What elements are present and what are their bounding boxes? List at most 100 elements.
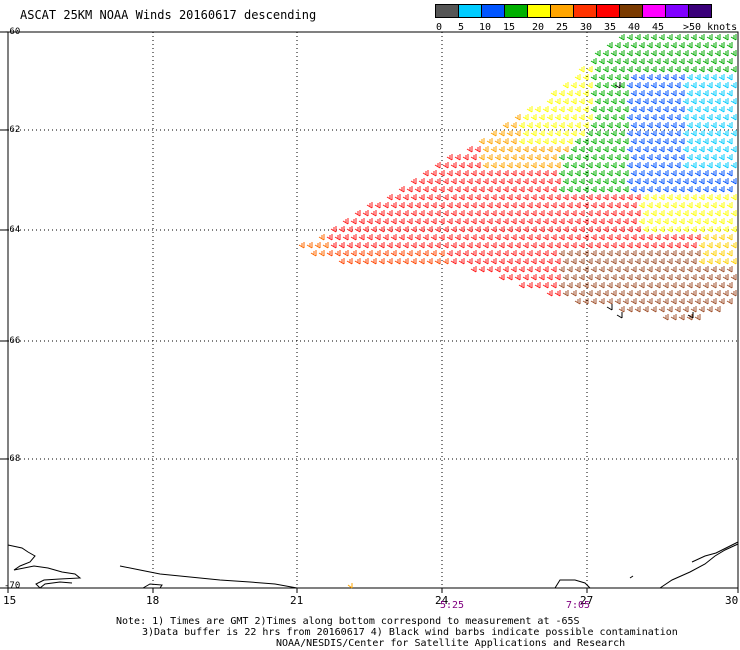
wind-barb <box>466 210 473 217</box>
wind-barb <box>318 250 325 257</box>
wind-barb <box>498 274 505 281</box>
wind-barb <box>594 226 601 233</box>
wind-barb <box>654 282 661 289</box>
wind-barb <box>646 234 653 241</box>
wind-barb <box>534 266 541 273</box>
wind-barb <box>546 242 553 249</box>
wind-barb <box>522 210 529 217</box>
wind-barb <box>378 226 385 233</box>
lon-label-21: 21 <box>290 594 304 607</box>
wind-barb <box>658 98 665 105</box>
wind-barb <box>326 234 333 241</box>
wind-barb <box>730 242 737 249</box>
wind-barb <box>706 66 713 73</box>
wind-barb <box>642 114 649 121</box>
wind-barb <box>502 202 509 209</box>
wind-barb <box>654 234 661 241</box>
wind-barb <box>502 122 509 129</box>
wind-barb <box>538 146 545 153</box>
wind-barb <box>486 218 493 225</box>
wind-barb <box>554 162 561 169</box>
wind-barb <box>586 274 593 281</box>
wind-barb <box>618 258 625 265</box>
wind-barb <box>662 154 669 161</box>
wind-barb <box>590 106 597 113</box>
wind-barb <box>586 130 593 137</box>
wind-barb <box>658 66 665 73</box>
wind-barb <box>634 98 641 105</box>
lon-label-27: 27 <box>580 594 594 607</box>
wind-barb <box>550 202 557 209</box>
wind-barb <box>494 186 501 193</box>
wind-barb <box>398 186 405 193</box>
coastline-inlet <box>142 583 163 589</box>
wind-barb <box>650 194 657 201</box>
wind-barb <box>622 218 629 225</box>
wind-barb <box>450 162 457 169</box>
wind-barb <box>610 98 617 105</box>
wind-barb <box>506 146 513 153</box>
wind-barb <box>714 178 721 185</box>
wind-barb <box>450 210 457 217</box>
wind-barb <box>618 306 625 313</box>
wind-barb <box>618 50 625 57</box>
wind-barb <box>718 122 725 129</box>
wind-barb <box>378 242 385 249</box>
wind-barb <box>702 106 709 113</box>
wind-barb <box>710 74 717 81</box>
wind-barb <box>462 234 469 241</box>
wind-barb <box>638 42 645 49</box>
wind-barb <box>670 202 677 209</box>
wind-barb <box>474 194 481 201</box>
wind-barb <box>422 234 429 241</box>
wind-barb <box>682 178 689 185</box>
wind-barb <box>686 186 693 193</box>
wind-barb <box>666 210 673 217</box>
legend-swatch-5 <box>458 4 482 18</box>
wind-barb <box>574 298 581 305</box>
wind-barb <box>730 34 737 41</box>
wind-barb <box>338 226 345 233</box>
wind-barb <box>634 146 641 153</box>
wind-barb <box>662 218 669 225</box>
note-line-1: Note: 1) Times are GMT 2)Times along bot… <box>116 616 580 627</box>
wind-barb <box>606 74 613 81</box>
wind-barb <box>582 234 589 241</box>
wind-barb <box>542 186 549 193</box>
wind-barb <box>714 50 721 57</box>
wind-barb <box>718 234 725 241</box>
legend-swatch-20 <box>527 4 551 18</box>
wind-barb <box>386 210 393 217</box>
wind-barb <box>330 242 337 249</box>
coastline-central <box>119 565 298 589</box>
wind-barb <box>538 194 545 201</box>
wind-barb <box>398 202 405 209</box>
wind-barb <box>506 178 513 185</box>
wind-barb <box>426 178 433 185</box>
wind-barb <box>514 242 521 249</box>
wind-barb <box>694 298 701 305</box>
wind-barb <box>414 234 421 241</box>
wind-barb <box>702 74 709 81</box>
wind-barb <box>458 178 465 185</box>
wind-barb <box>650 50 657 57</box>
wind-barb <box>526 138 533 145</box>
wind-barb <box>730 226 737 233</box>
wind-barb <box>554 226 561 233</box>
wind-barb <box>658 50 665 57</box>
wind-barb <box>590 186 597 193</box>
wind-barb <box>718 218 725 225</box>
legend-bar <box>435 4 712 18</box>
wind-barb <box>582 186 589 193</box>
wind-barb <box>642 258 649 265</box>
wind-barb <box>462 170 469 177</box>
wind-barb <box>726 154 733 161</box>
wind-barb <box>646 58 653 65</box>
wind-barb <box>610 210 617 217</box>
wind-barb <box>666 290 673 297</box>
wind-barb <box>514 130 521 137</box>
wind-barb <box>382 202 389 209</box>
wind-barb <box>498 210 505 217</box>
wind-barb <box>550 186 557 193</box>
wind-barb <box>670 298 677 305</box>
